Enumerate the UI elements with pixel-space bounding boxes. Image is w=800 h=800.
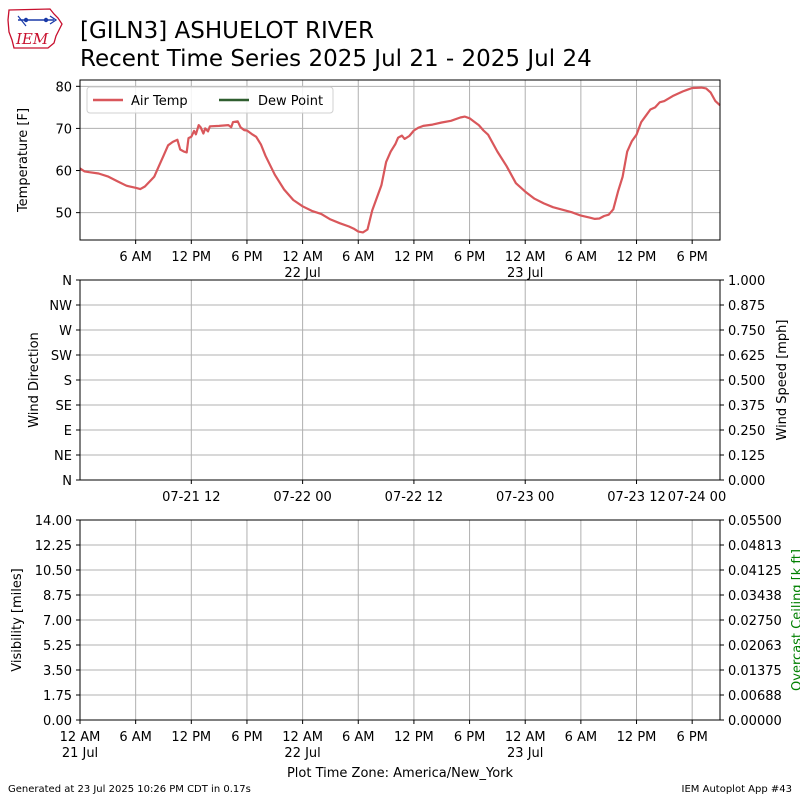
x-tick-label: 12 PM: [394, 250, 434, 265]
x-tick-label: 6 PM: [454, 730, 485, 745]
iem-logo-text: IEM: [15, 30, 49, 48]
ceiling-axis-label: Overcast Ceiling [k ft]: [790, 549, 800, 691]
x-tick-sublabel: 23 Jul: [507, 746, 543, 761]
wind-speed-tick-label: 0.000: [728, 474, 765, 489]
x-axis-label: Plot Time Zone: America/New_York: [287, 766, 514, 781]
visibility-tick-label: 7.00: [43, 614, 72, 629]
wind-speed-tick-label: 1.000: [728, 274, 765, 289]
x-tick-label: 6 AM: [565, 250, 598, 265]
wind-direction-tick-label: NE: [54, 449, 72, 464]
x-tick-label: 12 PM: [617, 730, 657, 745]
x-tick-label: 6 AM: [565, 730, 598, 745]
ceiling-tick-label: 0.02750: [728, 614, 782, 629]
wind-direction-tick-label: SE: [56, 399, 72, 414]
wind-speed-tick-label: 0.625: [728, 349, 765, 364]
ceiling-tick-label: 0.03438: [728, 589, 782, 604]
temperature-axis-label: Temperature [F]: [16, 108, 31, 213]
wind-axes-frame: [79, 279, 721, 481]
visibility-tick-label: 0.00: [43, 714, 72, 729]
visibility-tick-label: 14.00: [35, 514, 72, 529]
chart-title: [GILN3] ASHUELOT RIVER: [80, 18, 374, 44]
visibility-axes-frame: [79, 519, 721, 721]
generated-footer: Generated at 23 Jul 2025 10:26 PM CDT in…: [8, 784, 251, 795]
x-tick-label: 12 PM: [394, 730, 434, 745]
temperature-axes-frame: [79, 79, 721, 241]
x-tick-label: 12 AM: [505, 250, 546, 265]
x-tick-label: 07-23 12: [607, 490, 665, 505]
x-tick-label: 12 AM: [60, 730, 101, 745]
x-tick-label: 12 AM: [282, 250, 323, 265]
ceiling-tick-label: 0.00688: [728, 689, 782, 704]
ceiling-tick-label: 0.00000: [728, 714, 782, 729]
app-footer: IEM Autoplot App #43: [681, 784, 792, 795]
y-tick-label: 70: [55, 122, 72, 137]
x-tick-sublabel: 22 Jul: [284, 746, 320, 761]
x-tick-label: 6 AM: [119, 730, 152, 745]
legend-label-air-temp: Air Temp: [131, 94, 188, 109]
visibility-tick-label: 8.75: [43, 589, 72, 604]
ceiling-tick-label: 0.01375: [728, 664, 782, 679]
visibility-tick-label: 3.50: [43, 664, 72, 679]
x-tick-label: 12 PM: [171, 250, 211, 265]
x-tick-label: 6 PM: [231, 730, 262, 745]
x-tick-label: 6 PM: [454, 250, 485, 265]
x-tick-label: 6 PM: [676, 730, 707, 745]
x-tick-label: 12 PM: [617, 250, 657, 265]
wind-direction-tick-label: S: [64, 374, 72, 389]
x-tick-sublabel: 22 Jul: [284, 266, 320, 281]
ceiling-tick-label: 0.04125: [728, 564, 782, 579]
wind-direction-tick-label: N: [62, 474, 72, 489]
ceiling-tick-label: 0.04813: [728, 539, 782, 554]
wind-speed-tick-label: 0.250: [728, 424, 765, 439]
visibility-tick-label: 1.75: [43, 689, 72, 704]
ceiling-tick-label: 0.05500: [728, 514, 782, 529]
x-tick-label: 07-22 00: [273, 490, 331, 505]
air-temp-line: [79, 86, 721, 234]
wind-speed-tick-label: 0.125: [728, 449, 765, 464]
x-tick-label: 12 PM: [171, 730, 211, 745]
legend-label-dew-point: Dew Point: [258, 94, 323, 109]
x-tick-label: 12 AM: [282, 730, 323, 745]
wind-speed-tick-label: 0.750: [728, 324, 765, 339]
wind-direction-axis-label: Wind Direction: [27, 332, 42, 428]
legend-box: [86, 86, 334, 114]
x-tick-label: 6 AM: [342, 730, 375, 745]
x-tick-sublabel: 21 Jul: [62, 746, 98, 761]
x-tick-label: 6 PM: [231, 250, 262, 265]
wind-direction-tick-label: N: [62, 274, 72, 289]
x-tick-label: 6 AM: [119, 250, 152, 265]
ceiling-tick-label: 0.02063: [728, 639, 782, 654]
visibility-tick-label: 5.25: [43, 639, 72, 654]
y-tick-label: 80: [55, 80, 72, 95]
x-tick-label: 07-24 00: [668, 490, 726, 505]
x-tick-sublabel: 23 Jul: [507, 266, 543, 281]
wind-speed-axis-label: Wind Speed [mph]: [775, 320, 790, 441]
visibility-tick-label: 12.25: [35, 539, 72, 554]
x-tick-label: 07-23 00: [496, 490, 554, 505]
x-tick-label: 6 PM: [676, 250, 707, 265]
chart-subtitle: Recent Time Series 2025 Jul 21 - 2025 Ju…: [80, 46, 592, 72]
x-tick-label: 12 AM: [505, 730, 546, 745]
y-tick-label: 50: [55, 207, 72, 222]
iem-logo: IEM: [7, 8, 63, 49]
x-tick-label: 07-22 12: [385, 490, 443, 505]
x-tick-label: 07-21 12: [162, 490, 220, 505]
wind-direction-tick-label: E: [64, 424, 72, 439]
wind-direction-tick-label: SW: [51, 349, 72, 364]
y-tick-label: 60: [55, 165, 72, 180]
wind-speed-tick-label: 0.375: [728, 399, 765, 414]
visibility-axis-label: Visibility [miles]: [10, 568, 25, 671]
wind-speed-tick-label: 0.875: [728, 299, 765, 314]
wind-direction-tick-label: NW: [49, 299, 72, 314]
wind-direction-tick-label: W: [59, 324, 72, 339]
wind-speed-tick-label: 0.500: [728, 374, 765, 389]
visibility-tick-label: 10.50: [35, 564, 72, 579]
x-tick-label: 6 AM: [342, 250, 375, 265]
